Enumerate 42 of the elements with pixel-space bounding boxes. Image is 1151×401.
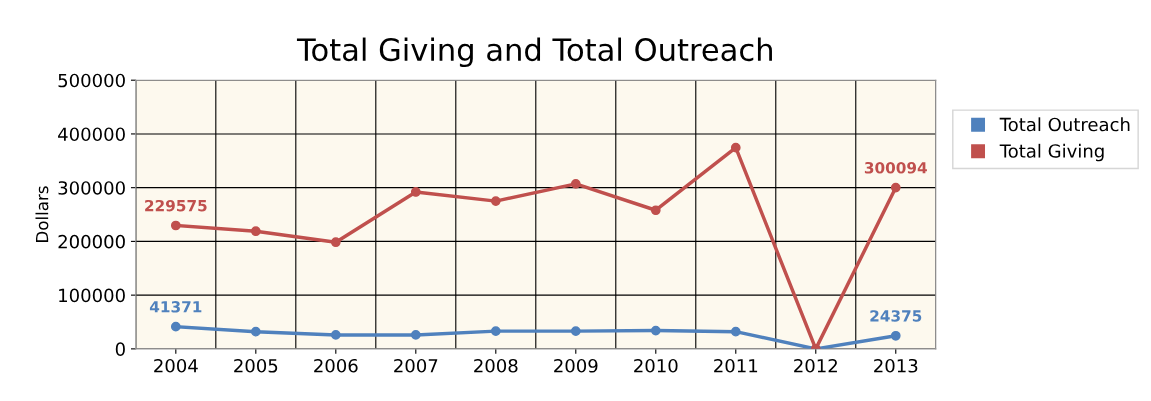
x-tick-label: 2005 xyxy=(234,358,278,373)
y-tick-label: 300000 xyxy=(58,181,125,195)
chart-title: Total Giving and Total Outreach xyxy=(296,37,772,68)
data-label: 24375 xyxy=(870,310,922,322)
point xyxy=(570,326,581,336)
point xyxy=(170,321,181,332)
y-tick-label: 200000 xyxy=(58,234,125,249)
x-tick-label: 2006 xyxy=(314,358,358,373)
x-tick-label: 2013 xyxy=(874,358,918,373)
point xyxy=(890,182,901,193)
point xyxy=(730,326,741,337)
y-tick-label: 100000 xyxy=(59,288,125,303)
y-tick-label: 500000 xyxy=(58,73,125,88)
point xyxy=(730,142,741,153)
x-tick-label: 2007 xyxy=(394,358,438,373)
point xyxy=(170,220,181,231)
point xyxy=(250,326,261,337)
x-tick-label: 2012 xyxy=(794,358,837,373)
x-tick-label: 2011 xyxy=(714,358,758,373)
x-tick-label: 2009 xyxy=(554,358,598,373)
legend-label: Total Giving xyxy=(999,143,1104,162)
y-tick-label: 0 xyxy=(115,342,125,356)
point xyxy=(410,330,421,340)
point xyxy=(650,325,661,336)
point xyxy=(490,196,501,206)
point xyxy=(410,187,421,197)
x-tick-label: 2004 xyxy=(154,358,198,373)
point xyxy=(330,330,341,340)
x-tick-label: 2010 xyxy=(634,358,678,373)
point xyxy=(650,205,661,216)
point xyxy=(490,326,501,336)
point xyxy=(330,237,341,248)
y-axis-title: Dollars xyxy=(35,186,49,242)
data-label: 41371 xyxy=(149,301,202,313)
y-tick-label: 400000 xyxy=(58,127,125,142)
legend-label: Total Outreach xyxy=(999,117,1130,132)
point xyxy=(570,179,581,189)
data-label: 229575 xyxy=(145,199,207,212)
point xyxy=(890,330,901,341)
x-tick-label: 2008 xyxy=(474,358,518,373)
point xyxy=(250,226,261,237)
data-label: 300094 xyxy=(864,161,927,174)
